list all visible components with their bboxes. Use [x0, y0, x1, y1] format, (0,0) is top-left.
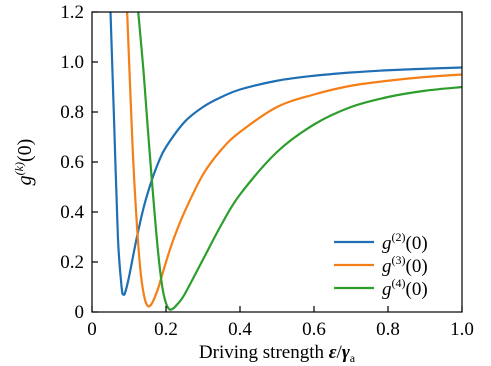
legend-label-arg: (0)	[406, 279, 428, 300]
y-axis-label-arg: (0)	[14, 139, 36, 162]
x-axis-label-subscript: a	[350, 351, 356, 365]
y-axis: 0 0.2 0.4 0.6 0.8 1.0 1.2	[60, 2, 98, 323]
x-tick-label: 0.2	[154, 319, 178, 340]
y-tick-label: 0.6	[60, 152, 84, 173]
legend-label-sup: (4)	[392, 276, 406, 290]
series-line-3	[126, 12, 462, 308]
series-layer	[109, 12, 462, 311]
y-tick-label: 0.4	[60, 202, 84, 223]
y-tick-label: 1.2	[60, 2, 84, 23]
legend-label-base: g	[382, 256, 392, 277]
legend: g(2)(0)g(3)(0)g(4)(0)	[334, 230, 428, 300]
legend-label-base: g	[382, 279, 392, 300]
legend-label-sup: (2)	[392, 230, 406, 244]
series-line-4	[137, 12, 462, 311]
legend-label-3: g(3)(0)	[382, 253, 428, 277]
x-axis-label: Driving strength ε/γa	[199, 342, 356, 365]
x-tick-label: 0.4	[228, 319, 252, 340]
x-tick-label: 0.8	[376, 319, 400, 340]
y-tick-label: 0.8	[60, 102, 84, 123]
y-axis-label-sup: (k)	[12, 162, 26, 175]
x-axis-label-gamma: γ	[342, 342, 350, 363]
y-tick-label: 0.2	[60, 252, 84, 273]
x-axis: 0 0.2 0.4 0.6 0.8 1.0	[87, 306, 474, 340]
x-axis-label-epsilon: ε	[329, 342, 337, 363]
x-tick-label: 1.0	[450, 319, 474, 340]
legend-label-sup: (3)	[392, 253, 406, 267]
y-tick-label: 1.0	[60, 52, 84, 73]
legend-label-4: g(4)(0)	[382, 276, 428, 300]
x-axis-label-text: Driving strength	[199, 342, 329, 363]
series-line-2	[109, 12, 462, 296]
legend-label-arg: (0)	[406, 233, 428, 254]
legend-label-2: g(2)(0)	[382, 230, 428, 254]
legend-label-arg: (0)	[406, 256, 428, 277]
x-tick-label: 0.6	[302, 319, 326, 340]
legend-label-base: g	[382, 233, 392, 254]
x-tick-label: 0	[87, 319, 97, 340]
y-tick-label: 0	[75, 302, 85, 323]
y-axis-label-base: g	[14, 175, 36, 185]
y-axis-label: g(k)(0)	[12, 139, 36, 186]
x-axis-label-slash: /	[337, 342, 343, 363]
